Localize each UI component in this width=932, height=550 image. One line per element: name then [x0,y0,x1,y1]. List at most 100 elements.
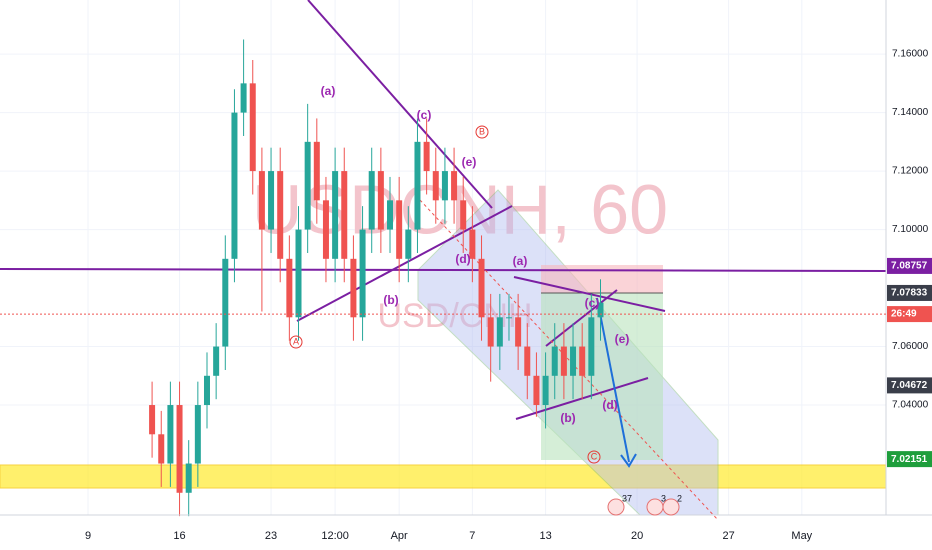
x-tick-label: Apr [391,530,408,542]
wave-label: (b) [560,411,575,425]
candle-body [350,258,357,318]
candle-body [451,171,458,201]
candle-body [414,141,421,230]
candle-body [304,141,311,230]
y-tick-label: 7.14000 [892,107,929,118]
candle-body [423,141,430,172]
candle-body [560,346,567,376]
x-tick-label: 16 [173,530,185,542]
x-tick-label: 23 [265,530,277,542]
candle-body [176,405,183,493]
wave-circle [475,125,489,139]
candle-body [533,375,540,406]
candle-body [295,229,302,318]
price-tag [887,451,932,468]
candle-body [240,83,247,113]
trend-line [513,276,666,312]
x-tick-label: May [791,530,812,542]
y-tick-label: 7.10000 [892,224,929,235]
candle-body [432,171,439,201]
wave-label: (e) [462,155,477,169]
candle-body [167,405,174,464]
candle-body [396,200,403,259]
candle-body [387,200,394,230]
candle-body [332,171,339,259]
candle-body [322,200,329,259]
wave-label: (a) [321,84,336,98]
wave-label: (c) [417,108,432,122]
drawings [0,0,887,521]
candle-body [286,258,293,318]
candle-body [258,171,265,230]
candle-body [515,317,522,347]
candle-body [313,141,320,201]
watermark: USDCNH, 60 [252,170,668,248]
wave-label: (a) [513,254,528,268]
candle-body [579,346,586,376]
candle-body [460,200,467,230]
wave-label: (b) [383,293,398,307]
projection-arrow [596,297,630,463]
price-tag-label: 26:49 [891,309,917,320]
price-tag [887,306,932,323]
trend-line [296,205,513,322]
target-zone [541,293,663,460]
trend-line [545,289,618,347]
candle-body [405,229,412,259]
candle-body [469,229,476,259]
price-tag [887,284,932,301]
candles [149,39,604,517]
candle-body [341,171,348,259]
candle-body [570,346,577,376]
x-tick-label: 7 [469,530,475,542]
x-tick-label: 27 [722,530,734,542]
price-tag-label: 7.07833 [891,288,928,299]
candle-body [542,375,549,406]
wave-circle [289,335,303,349]
candle-body [524,346,531,376]
candle-body [231,112,238,259]
candle-body [158,434,165,464]
candle-body [203,375,210,406]
wave-label: A [293,336,299,346]
candle-body [368,171,375,230]
price-tag [887,377,932,394]
candle-body [149,405,156,435]
stop-zone [541,265,663,293]
candle-body [377,171,384,230]
candle-body [185,463,192,493]
wave-label: (e) [615,332,630,346]
y-tick-label: 7.04000 [892,400,929,411]
candle-body [551,346,558,376]
candle-body [597,302,604,318]
wave-label: C [591,451,598,461]
event-count: 37 [622,493,632,503]
arrow-head [620,453,637,468]
axes: 7.04000 7.06000 7.10000 7.12000 7.14000 7.160… [85,49,929,542]
candle-body [213,346,220,376]
wave-label: (d) [602,398,617,412]
event-icon [662,498,680,516]
candle-body [505,317,512,319]
candle-body [222,258,229,347]
candle-body [277,171,284,259]
wave-label: (c) [585,296,600,310]
watermark-sub: USD/CNH [378,297,533,335]
trend-line [307,0,493,209]
candle-body [268,171,275,230]
event-count: 2 [677,493,682,503]
candle-body [359,229,366,318]
candle-body [194,405,201,464]
candle-body [441,171,448,201]
x-tick-label: 9 [85,530,91,542]
wave-label: (d) [455,252,470,266]
price-tag-label: 7.02151 [891,454,928,465]
price-tag-label: 7.04672 [891,380,928,391]
y-tick-label: 7.12000 [892,166,929,177]
price-tag-label: 7.08757 [891,261,928,272]
horizontal-line [0,268,887,272]
price-axis [886,0,932,550]
y-tick-label: 7.06000 [892,341,929,352]
